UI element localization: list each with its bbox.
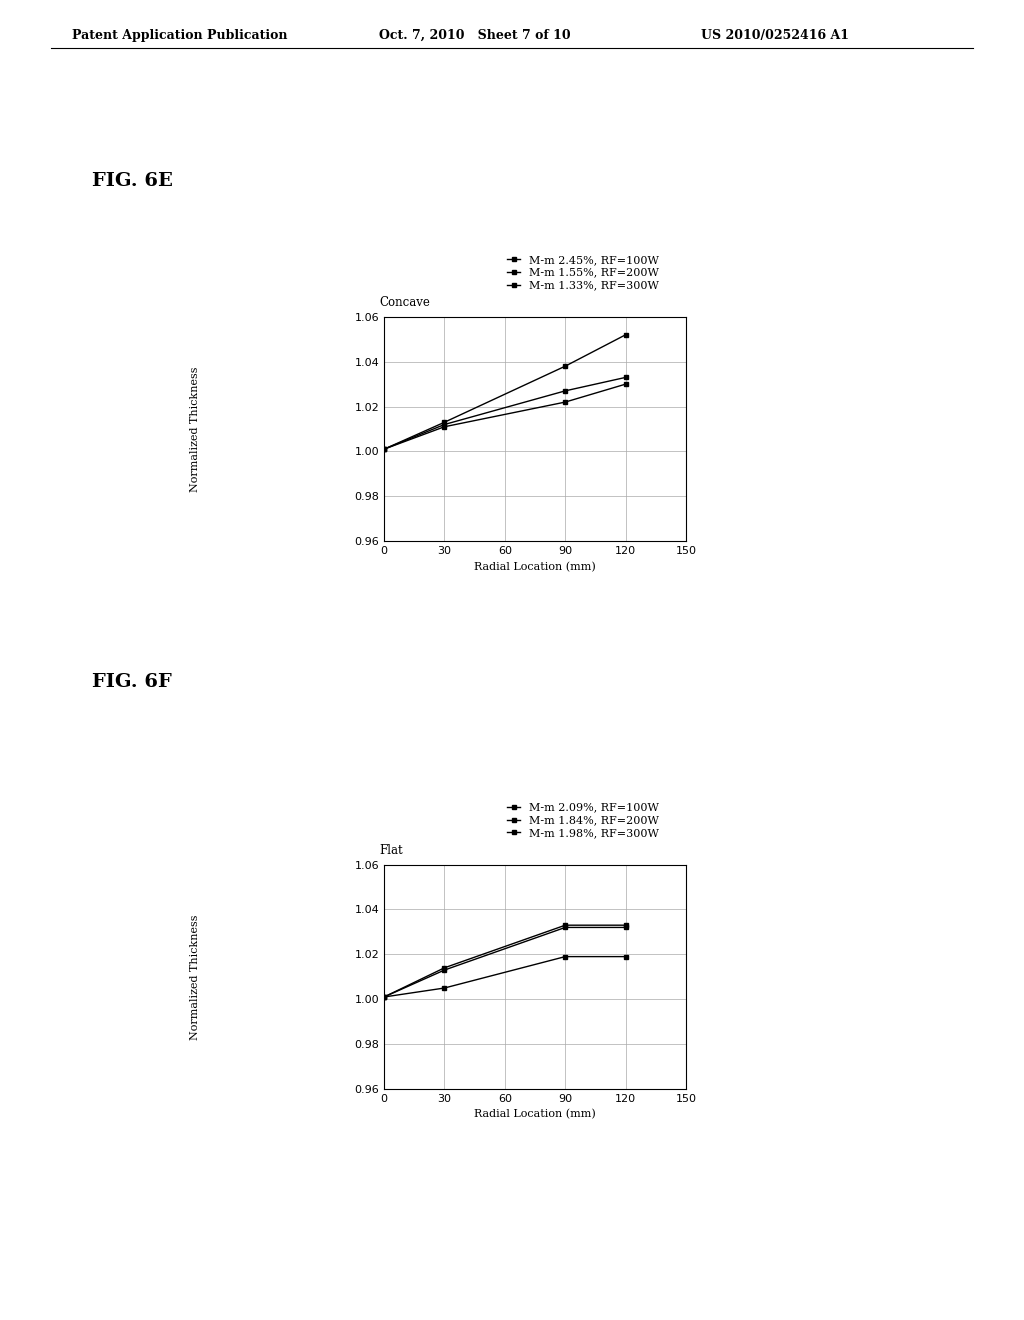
M-m 1.55%, RF=200W <box>378 441 390 457</box>
M-m 1.84%, RF=200W <box>559 920 571 936</box>
M-m 2.45%, RF=100W <box>378 441 390 457</box>
Text: Normalized Thickness: Normalized Thickness <box>189 913 200 1040</box>
M-m 1.55%, RF=200W <box>620 370 632 385</box>
Text: US 2010/0252416 A1: US 2010/0252416 A1 <box>701 29 850 42</box>
Line: M-m 1.55%, RF=200W: M-m 1.55%, RF=200W <box>382 375 628 451</box>
M-m 1.33%, RF=300W <box>559 395 571 411</box>
Text: FIG. 6F: FIG. 6F <box>92 673 172 692</box>
Line: M-m 2.09%, RF=100W: M-m 2.09%, RF=100W <box>382 923 628 999</box>
M-m 1.33%, RF=300W <box>378 441 390 457</box>
M-m 2.09%, RF=100W <box>438 960 451 975</box>
M-m 1.55%, RF=200W <box>438 417 451 433</box>
Line: M-m 2.45%, RF=100W: M-m 2.45%, RF=100W <box>382 333 628 451</box>
M-m 1.98%, RF=300W <box>378 989 390 1005</box>
Text: Oct. 7, 2010   Sheet 7 of 10: Oct. 7, 2010 Sheet 7 of 10 <box>379 29 570 42</box>
M-m 1.33%, RF=300W <box>438 418 451 434</box>
Line: M-m 1.98%, RF=300W: M-m 1.98%, RF=300W <box>382 954 628 999</box>
Line: M-m 1.33%, RF=300W: M-m 1.33%, RF=300W <box>382 381 628 451</box>
M-m 2.09%, RF=100W <box>378 989 390 1005</box>
M-m 1.84%, RF=200W <box>620 920 632 936</box>
M-m 2.45%, RF=100W <box>438 414 451 430</box>
Legend: M-m 2.45%, RF=100W, M-m 1.55%, RF=200W, M-m 1.33%, RF=300W: M-m 2.45%, RF=100W, M-m 1.55%, RF=200W, … <box>507 255 659 290</box>
M-m 1.84%, RF=200W <box>378 989 390 1005</box>
M-m 1.33%, RF=300W <box>620 376 632 392</box>
Text: FIG. 6E: FIG. 6E <box>92 172 173 190</box>
M-m 2.09%, RF=100W <box>559 917 571 933</box>
M-m 2.09%, RF=100W <box>620 917 632 933</box>
Text: Concave: Concave <box>379 296 430 309</box>
M-m 1.98%, RF=300W <box>620 949 632 965</box>
Text: Flat: Flat <box>379 843 402 857</box>
Line: M-m 1.84%, RF=200W: M-m 1.84%, RF=200W <box>382 925 628 999</box>
M-m 2.45%, RF=100W <box>620 327 632 343</box>
X-axis label: Radial Location (mm): Radial Location (mm) <box>474 561 596 572</box>
M-m 1.98%, RF=300W <box>438 979 451 995</box>
Legend: M-m 2.09%, RF=100W, M-m 1.84%, RF=200W, M-m 1.98%, RF=300W: M-m 2.09%, RF=100W, M-m 1.84%, RF=200W, … <box>507 803 659 838</box>
M-m 1.84%, RF=200W <box>438 962 451 978</box>
Text: Normalized Thickness: Normalized Thickness <box>189 366 200 492</box>
X-axis label: Radial Location (mm): Radial Location (mm) <box>474 1109 596 1119</box>
M-m 1.55%, RF=200W <box>559 383 571 399</box>
M-m 2.45%, RF=100W <box>559 358 571 374</box>
Text: Patent Application Publication: Patent Application Publication <box>72 29 287 42</box>
M-m 1.98%, RF=300W <box>559 949 571 965</box>
